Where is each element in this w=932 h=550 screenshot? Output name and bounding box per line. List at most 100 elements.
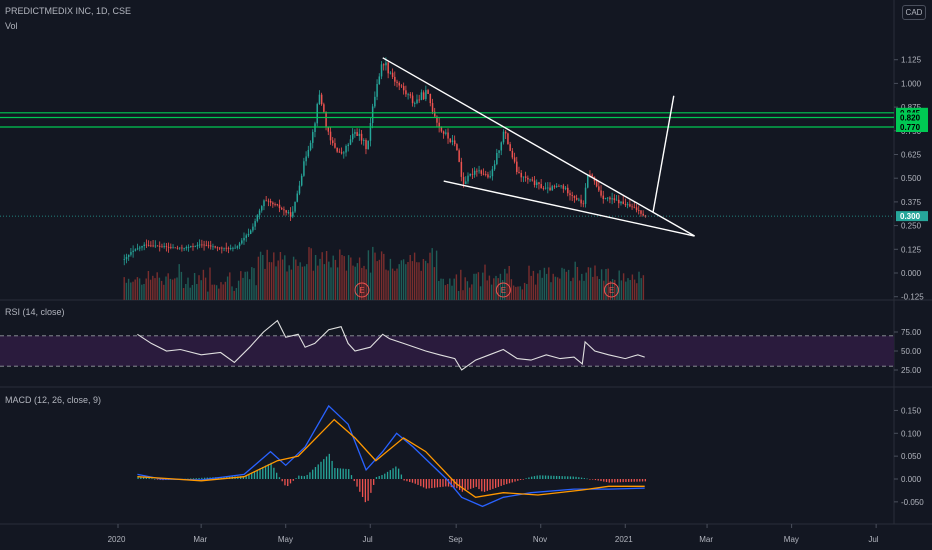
macd-histogram-bar [539,475,541,479]
candle-body [391,72,394,77]
time-tick-label: Jul [868,535,878,544]
candle-body [274,204,276,206]
candle-body [575,197,578,200]
candle-body [573,195,576,198]
volume-bar [138,278,141,300]
rsi-title: RSI (14, close) [5,307,65,317]
candle-body [292,211,294,217]
macd-histogram-bar [292,479,294,481]
candle-body [345,146,347,153]
candle-body [347,144,350,147]
price-tick-label: 0.250 [901,222,922,231]
macd-histogram-bar [586,478,588,480]
volume-bar [413,252,416,300]
symbol-title: PREDICTMEDIX INC, 1D, CSE [5,6,132,16]
signal-line [137,418,645,498]
macd-histogram-bar [575,476,577,479]
candle-body [624,203,627,206]
candle-body [351,133,354,140]
macd-histogram-bar [506,479,508,485]
macd-histogram-bar [567,476,569,479]
candle-body [150,245,152,247]
candle-body [567,187,569,194]
candle-body [334,143,336,148]
candle-body [134,249,137,251]
macd-histogram-bar [350,475,353,479]
volume-bar [449,278,451,300]
macd-histogram-bar [489,479,491,490]
price-tick-label: 0.875 [901,103,922,112]
candle-body [558,185,560,187]
macd-title: MACD (12, 26, close, 9) [5,395,102,405]
volume-bar [185,284,187,300]
volume-bar [204,277,207,300]
macd-histogram-bar [190,478,192,480]
macd-histogram-bar [614,479,616,483]
volume-bar [334,259,337,300]
time-tick-label: May [784,535,799,544]
candle-body [480,170,483,174]
candle-body [130,252,132,255]
candle-body [531,179,534,181]
volume-bar [431,248,433,300]
volume-bar [526,284,528,300]
macd-histogram-bar [400,474,403,479]
candle-body [249,230,252,234]
macd-histogram-bar [497,479,500,487]
macd-histogram-bar [533,476,536,479]
macd-histogram-bar [580,477,583,479]
candle-body [562,185,565,189]
volume-bar [176,277,178,300]
candle-body [223,247,225,249]
candle-body [615,199,618,201]
volume-bar [625,281,627,300]
volume-bar [211,284,213,300]
candle-body [578,199,580,201]
volume-bar [400,260,403,300]
candle-body [431,103,434,112]
volume-bar [218,288,220,300]
volume-bar [554,276,557,300]
candle-body [263,200,265,207]
volume-bar [453,278,455,300]
candle-body [229,248,232,249]
candle-body [524,176,527,178]
volume-bar [521,289,524,300]
candle-body [201,244,203,246]
macd-histogram-bar [370,479,372,493]
candle-body [542,188,545,189]
volume-bar [123,277,125,300]
time-tick-label: May [278,535,293,544]
volume-bar [471,284,473,300]
volume-bar [477,272,480,300]
macd-histogram-bar [644,479,646,482]
volume-bar [163,284,165,300]
rsi-layer[interactable] [0,319,894,371]
volume-bar [244,271,246,300]
macd-histogram-bar [359,479,361,492]
candle-body [589,174,591,176]
macd-histogram-bar [317,464,319,479]
volume-bar [317,265,319,300]
candle-body [205,245,208,247]
candle-body [178,247,181,249]
volume-bar [187,277,189,300]
candle-body [549,187,551,191]
candle-body [465,181,467,184]
candle-body [338,151,341,153]
candle-body [196,244,199,247]
macd-histogram-bar [378,476,380,479]
candle-body [553,186,556,188]
macd-layer[interactable] [137,404,646,508]
volume-bar [534,284,537,300]
macd-histogram-bar [472,479,475,488]
volume-bar [383,253,385,300]
macd-histogram-bar [561,476,563,479]
resistance-price-text: 0.770 [900,123,921,132]
candle-body [245,235,248,238]
candle-body [190,246,192,247]
currency-badge[interactable]: CAD [902,5,926,20]
volume-bar [279,252,282,300]
